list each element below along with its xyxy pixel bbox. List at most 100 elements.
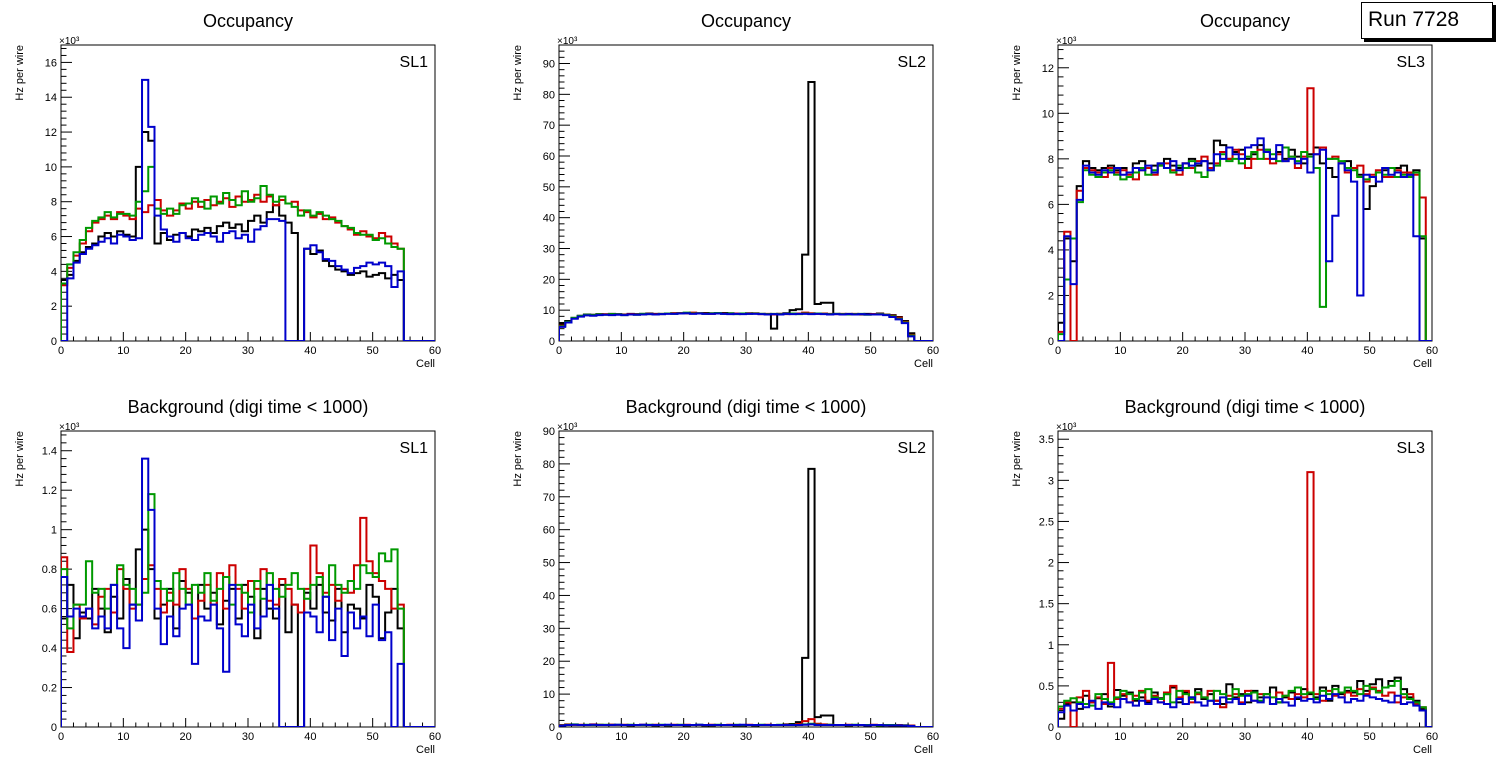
x-tick-label: 40 (1301, 731, 1313, 743)
x-tick-label: 40 (1301, 345, 1313, 357)
plot-title: Occupancy (701, 11, 791, 31)
x-tick-label: 40 (802, 731, 814, 743)
y-tick-label: 16 (45, 57, 57, 69)
x-tick-label: 20 (678, 731, 690, 743)
y-axis-label: Hz per wire (14, 431, 26, 487)
x-tick-label: 60 (429, 345, 441, 357)
y-tick-label: 0.2 (42, 683, 57, 695)
y-tick-label: 1.5 (1039, 599, 1054, 611)
y-tick-label: 3.5 (1039, 434, 1054, 446)
plot-panel: Occupancy 0 10 20 30 40 50 60 0 2 4 6 8 10 12 ×10³ Cell H… (1011, 11, 1438, 370)
y-tick-label: 14 (45, 92, 57, 104)
series-black-histogram (61, 131, 435, 341)
series-blue-histogram (559, 312, 933, 341)
y-tick-label: 1.4 (42, 446, 57, 458)
x-tick-label: 20 (180, 731, 192, 743)
y-tick-label: 40 (543, 213, 555, 225)
y-tick-label: 1.2 (42, 485, 57, 497)
y-tick-label: 6 (51, 232, 57, 244)
series-blue-histogram (1058, 693, 1432, 727)
x-tick-label: 40 (304, 345, 316, 357)
run-label: Run 7728 (1368, 8, 1460, 31)
x-tick-label: 60 (927, 731, 939, 743)
y-tick-label: 0 (549, 336, 555, 348)
x-tick-label: 40 (304, 731, 316, 743)
y-tick-label: 80 (543, 459, 555, 471)
y-tick-label: 80 (543, 89, 555, 101)
y-tick-label: 70 (543, 120, 555, 132)
series-red-histogram (1058, 87, 1432, 341)
x-tick-label: 40 (802, 345, 814, 357)
x-tick-label: 10 (1114, 731, 1126, 743)
y-tick-label: 0 (51, 336, 57, 348)
x-tick-label: 0 (556, 345, 562, 357)
x-tick-label: 50 (865, 345, 877, 357)
x-tick-label: 0 (58, 345, 64, 357)
y-tick-label: 50 (543, 182, 555, 194)
plot-frame (558, 44, 934, 342)
series-blue-histogram (61, 457, 435, 727)
series-green-histogram (61, 493, 435, 727)
x-axis-label: Cell (416, 358, 435, 370)
x-tick-label: 0 (1055, 731, 1061, 743)
y-tick-label: 4 (51, 266, 57, 278)
x-tick-label: 30 (242, 731, 254, 743)
plot-title: Occupancy (203, 11, 293, 31)
x-tick-label: 30 (1239, 731, 1251, 743)
y-tick-label: 10 (543, 689, 555, 701)
x-tick-label: 30 (740, 345, 752, 357)
y-tick-label: 8 (51, 197, 57, 209)
y-tick-label: 40 (543, 590, 555, 602)
y-tick-label: 90 (543, 59, 555, 71)
y-exponent-label: ×10³ (557, 422, 578, 433)
y-tick-label: 0 (549, 722, 555, 734)
x-tick-label: 60 (429, 731, 441, 743)
series-blue-histogram (1058, 137, 1432, 341)
x-tick-label: 20 (1177, 731, 1189, 743)
y-axis-label: Hz per wire (512, 431, 524, 487)
x-axis-label: Cell (416, 744, 435, 756)
x-tick-label: 10 (615, 731, 627, 743)
y-tick-label: 12 (1042, 63, 1054, 75)
plot-title: Background (digi time < 1000) (626, 397, 867, 417)
x-axis-label: Cell (914, 358, 933, 370)
x-tick-label: 50 (367, 731, 379, 743)
x-tick-label: 50 (865, 731, 877, 743)
y-tick-label: 2 (51, 301, 57, 313)
x-tick-label: 0 (1055, 345, 1061, 357)
run-label-box: Run 7728 (1361, 2, 1493, 39)
y-tick-label: 4 (1048, 245, 1054, 257)
plot-panel: Background (digi time < 1000) 0 10 20 30 40 50… (512, 397, 939, 756)
series-black-histogram (559, 81, 933, 341)
plot-panel: Background (digi time < 1000)0 10 20 30 40 50… (1011, 397, 1438, 756)
plot-title: Occupancy (1200, 11, 1290, 31)
y-tick-label: 50 (543, 558, 555, 570)
superlayer-label: SL3 (1397, 440, 1426, 457)
x-tick-label: 10 (1114, 345, 1126, 357)
plot-panel: Background (digi time < 1000)0 10 20 30 40 50… (14, 397, 441, 756)
x-tick-label: 50 (1364, 345, 1376, 357)
superlayer-label: SL1 (400, 440, 429, 457)
plot-title: Background (digi time < 1000) (1125, 397, 1366, 417)
x-tick-label: 60 (1426, 731, 1438, 743)
x-tick-label: 50 (367, 345, 379, 357)
y-tick-label: 8 (1048, 154, 1054, 166)
x-tick-label: 20 (1177, 345, 1189, 357)
y-tick-label: 20 (543, 656, 555, 668)
y-tick-label: 0.8 (42, 564, 57, 576)
series-green-histogram (61, 165, 435, 341)
superlayer-label: SL3 (1397, 54, 1426, 71)
y-tick-label: 20 (543, 274, 555, 286)
y-tick-label: 60 (543, 525, 555, 537)
x-tick-label: 20 (180, 345, 192, 357)
y-tick-label: 1 (51, 525, 57, 537)
y-tick-label: 0.4 (42, 643, 57, 655)
y-axis-label: Hz per wire (1011, 45, 1023, 101)
x-axis-label: Cell (1413, 358, 1432, 370)
plot-title: Background (digi time < 1000) (128, 397, 369, 417)
y-tick-label: 30 (543, 623, 555, 635)
y-axis-label: Hz per wire (1011, 431, 1023, 487)
y-tick-label: 0.6 (42, 604, 57, 616)
x-tick-label: 10 (117, 345, 129, 357)
